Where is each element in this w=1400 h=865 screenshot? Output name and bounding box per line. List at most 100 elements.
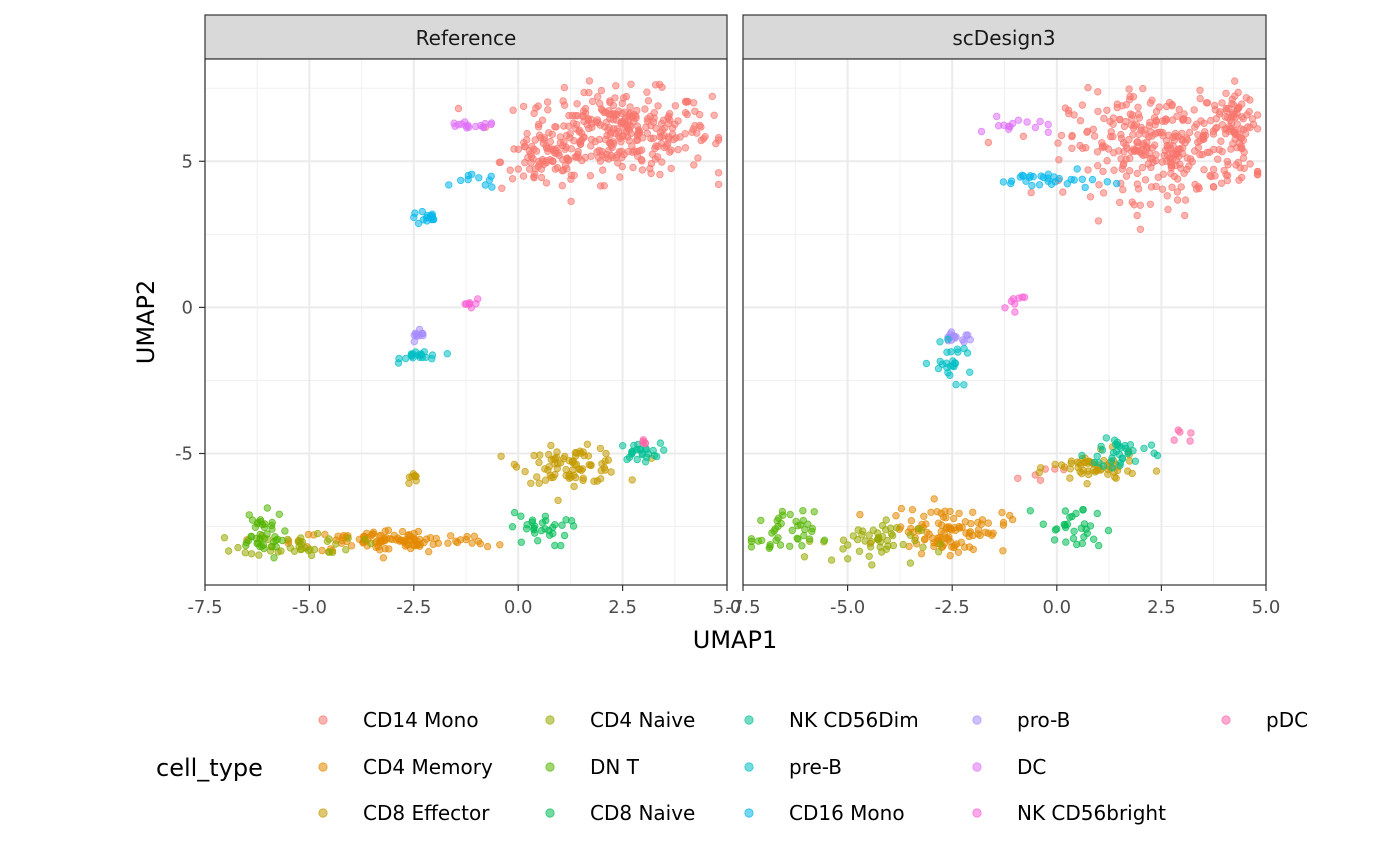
data-point bbox=[296, 537, 304, 546]
data-point bbox=[988, 531, 996, 539]
data-point bbox=[636, 128, 644, 136]
data-point bbox=[806, 535, 814, 543]
data-point bbox=[542, 517, 550, 525]
data-point bbox=[714, 169, 723, 177]
data-point bbox=[508, 523, 517, 531]
data-point bbox=[944, 369, 952, 377]
data-point bbox=[517, 512, 525, 520]
data-point bbox=[800, 553, 809, 561]
data-point bbox=[1031, 123, 1040, 132]
data-point bbox=[332, 540, 340, 548]
data-point bbox=[917, 550, 926, 558]
data-point bbox=[625, 453, 634, 461]
data-point bbox=[1131, 457, 1140, 465]
data-point bbox=[1242, 94, 1250, 102]
data-point bbox=[911, 536, 919, 545]
data-point bbox=[999, 178, 1008, 186]
data-point bbox=[530, 109, 538, 118]
data-point bbox=[810, 508, 818, 516]
data-point bbox=[1089, 535, 1098, 543]
data-point bbox=[570, 482, 578, 491]
data-point bbox=[481, 181, 489, 189]
data-point bbox=[1238, 144, 1246, 153]
data-point bbox=[536, 160, 544, 168]
data-point bbox=[521, 142, 529, 150]
data-point bbox=[585, 77, 594, 85]
data-point bbox=[1122, 101, 1130, 109]
legend-label: pDC bbox=[1266, 708, 1308, 732]
data-point bbox=[660, 446, 668, 454]
data-point bbox=[579, 448, 587, 456]
data-point bbox=[270, 554, 278, 562]
data-point bbox=[247, 550, 256, 558]
data-point bbox=[508, 175, 517, 183]
data-point bbox=[260, 523, 269, 532]
data-point bbox=[958, 523, 966, 532]
data-point bbox=[1078, 101, 1087, 109]
data-point bbox=[1109, 120, 1117, 128]
data-point bbox=[1192, 185, 1201, 193]
data-point bbox=[1144, 160, 1152, 168]
data-point bbox=[633, 455, 641, 464]
x-tick-label: 5.0 bbox=[713, 597, 742, 618]
data-point bbox=[1057, 131, 1066, 140]
data-point bbox=[1036, 117, 1044, 126]
data-point bbox=[689, 125, 697, 133]
data-point bbox=[786, 542, 794, 550]
legend-key bbox=[972, 762, 982, 772]
data-point bbox=[575, 128, 583, 136]
data-point bbox=[585, 124, 593, 133]
data-point bbox=[1068, 512, 1076, 521]
data-point bbox=[650, 451, 659, 460]
data-point bbox=[974, 530, 982, 538]
data-point bbox=[571, 461, 579, 469]
data-point bbox=[935, 548, 943, 556]
data-point bbox=[646, 164, 654, 173]
data-point bbox=[786, 510, 794, 519]
data-point bbox=[1028, 181, 1036, 190]
data-point bbox=[1116, 461, 1124, 470]
data-point bbox=[514, 165, 522, 173]
data-point bbox=[263, 504, 271, 512]
data-point bbox=[577, 137, 585, 145]
data-point bbox=[621, 108, 629, 116]
panel-border bbox=[742, 58, 1267, 586]
data-point bbox=[1185, 128, 1194, 137]
data-point bbox=[1173, 196, 1182, 204]
data-point bbox=[244, 536, 253, 545]
data-point bbox=[855, 547, 864, 555]
data-point bbox=[1168, 100, 1176, 109]
data-point bbox=[1237, 173, 1246, 182]
data-point bbox=[465, 300, 474, 308]
data-point bbox=[521, 467, 529, 476]
data-point bbox=[1206, 171, 1214, 180]
data-point bbox=[951, 359, 960, 368]
data-point bbox=[1168, 183, 1176, 191]
legend-label: DN T bbox=[590, 755, 640, 779]
data-point bbox=[1147, 183, 1156, 191]
data-point bbox=[657, 139, 666, 148]
data-point bbox=[638, 450, 646, 459]
data-point bbox=[537, 173, 546, 182]
data-point bbox=[641, 105, 649, 113]
data-point bbox=[510, 508, 519, 517]
data-point bbox=[643, 88, 651, 96]
data-point bbox=[1181, 139, 1189, 147]
data-point bbox=[444, 539, 452, 547]
data-point bbox=[966, 528, 974, 536]
data-point bbox=[525, 147, 533, 155]
data-point bbox=[1103, 156, 1111, 165]
data-point bbox=[1094, 217, 1103, 225]
legend-item: CD16 Mono bbox=[744, 801, 905, 825]
data-point bbox=[290, 547, 299, 555]
data-point bbox=[586, 171, 595, 180]
data-point bbox=[671, 120, 679, 128]
data-point bbox=[984, 519, 992, 527]
legend-key bbox=[972, 808, 982, 818]
data-point bbox=[788, 526, 796, 535]
data-point bbox=[546, 137, 555, 146]
data-point bbox=[1095, 181, 1103, 189]
data-point bbox=[1152, 467, 1161, 475]
data-point bbox=[934, 364, 943, 373]
data-point bbox=[808, 524, 816, 533]
